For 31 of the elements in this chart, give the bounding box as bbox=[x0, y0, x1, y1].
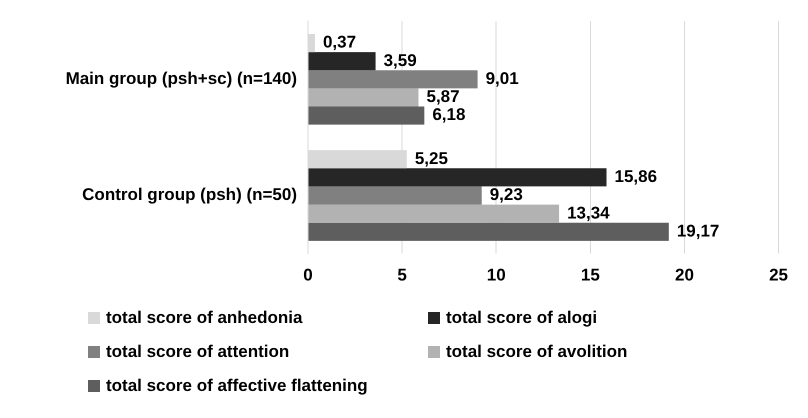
bar bbox=[308, 204, 560, 223]
data-label: 5,25 bbox=[414, 148, 448, 168]
legend-label: total score of attention bbox=[106, 342, 290, 362]
data-label: 15,86 bbox=[614, 167, 658, 186]
legend-label: total score of avolition bbox=[446, 342, 628, 362]
data-label: 13,34 bbox=[567, 203, 610, 222]
legend-label: total score of affective flattening bbox=[106, 376, 368, 396]
legend-label: total score of alogi bbox=[446, 308, 598, 328]
bar bbox=[308, 52, 376, 70]
data-label: 0,37 bbox=[322, 32, 356, 52]
bar bbox=[308, 222, 669, 241]
data-label: 5,87 bbox=[426, 87, 460, 106]
legend-label: total score of anhedonia bbox=[106, 308, 302, 328]
data-label: 9,23 bbox=[490, 185, 523, 204]
bar bbox=[308, 168, 607, 186]
data-label: 3,59 bbox=[384, 50, 417, 70]
x-tick-label: 0 bbox=[303, 265, 313, 284]
x-tick-label: 10 bbox=[486, 265, 506, 284]
y-tick-label: Control group (psh) (n=50) bbox=[82, 185, 297, 204]
bar bbox=[308, 186, 482, 205]
data-label: 9,01 bbox=[486, 68, 519, 88]
x-tick-label: 15 bbox=[580, 265, 600, 284]
x-tick-label: 20 bbox=[674, 265, 694, 284]
x-tick-label: 5 bbox=[397, 265, 407, 284]
bar bbox=[308, 88, 418, 106]
data-label: 6,18 bbox=[432, 105, 466, 124]
bar bbox=[308, 70, 478, 88]
bar bbox=[308, 106, 424, 125]
y-tick-label: Main group (psh+sc) (n=140) bbox=[66, 68, 297, 88]
data-label: 19,17 bbox=[676, 221, 720, 240]
x-tick-label: 25 bbox=[769, 265, 788, 284]
